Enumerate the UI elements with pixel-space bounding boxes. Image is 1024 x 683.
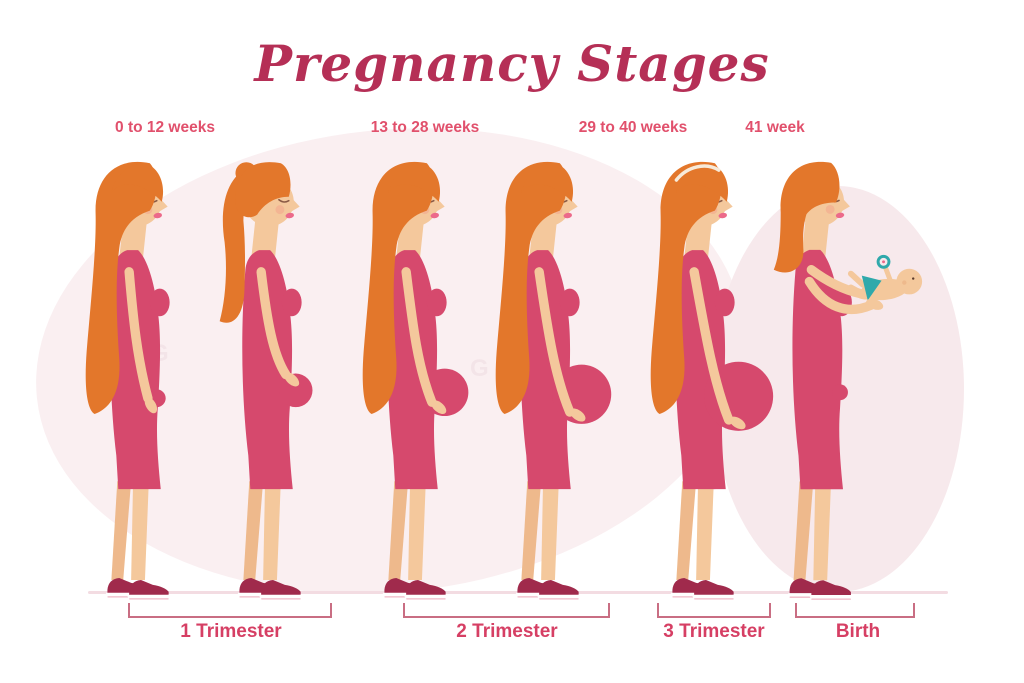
woman-stage-4-illustration: [495, 161, 612, 600]
bracket-trimester-2: [403, 603, 610, 618]
woman-stage-1-illustration: [85, 161, 220, 600]
week-label-4: 41 week: [745, 119, 805, 136]
trimester-label-2: 2 Trimester: [456, 621, 558, 642]
trimester-label-3: 3 Trimester: [663, 621, 765, 642]
week-label-3: 29 to 40 weeks: [578, 119, 688, 136]
page-title: Pregnancy Stages: [254, 34, 770, 93]
week-label-2: 13 to 28 weeks: [370, 119, 480, 136]
bracket-trimester-1: [128, 603, 332, 618]
trimester-label-birth: Birth: [835, 621, 881, 642]
bracket-trimester-3: [657, 603, 771, 618]
woman-stage-5-illustration: [650, 161, 774, 600]
mother-with-baby-illustration: [773, 161, 923, 600]
bracket-birth: [795, 603, 915, 618]
newborn-baby-illustration: [847, 254, 923, 301]
woman-stage-2-illustration: [219, 162, 313, 600]
week-label-1: 0 to 12 weeks: [115, 119, 215, 136]
trimester-label-1: 1 Trimester: [180, 621, 282, 642]
woman-stage-3-illustration: [362, 161, 469, 600]
watermark-icon: G: [470, 355, 489, 382]
